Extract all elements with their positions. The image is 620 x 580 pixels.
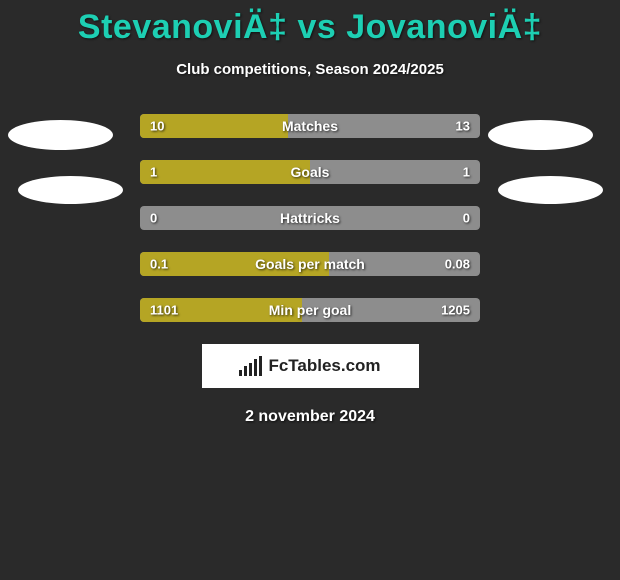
- value-right: 13: [456, 119, 470, 134]
- stat-row: 0 0 Hattricks: [140, 206, 480, 230]
- value-right: 1: [463, 165, 470, 180]
- bar-segment-left: [140, 160, 310, 184]
- fctables-logo: FcTables.com: [202, 344, 419, 388]
- page-title: StevanoviÄ‡ vs JovanoviÄ‡: [0, 0, 620, 47]
- value-left: 0.1: [150, 257, 168, 272]
- stat-row: 10 13 Matches: [140, 114, 480, 138]
- value-left: 10: [150, 119, 164, 134]
- stat-row: 1101 1205 Min per goal: [140, 298, 480, 322]
- subtitle: Club competitions, Season 2024/2025: [0, 61, 620, 78]
- stat-row: 1 1 Goals: [140, 160, 480, 184]
- value-left: 1: [150, 165, 157, 180]
- stat-label: Min per goal: [269, 302, 351, 318]
- date-label: 2 november 2024: [0, 408, 620, 426]
- value-right: 0.08: [445, 257, 470, 272]
- player-photo-placeholder: [8, 120, 113, 150]
- value-right: 0: [463, 211, 470, 226]
- stat-row: 0.1 0.08 Goals per match: [140, 252, 480, 276]
- stat-label: Goals: [291, 164, 330, 180]
- stat-label: Matches: [282, 118, 338, 134]
- value-left: 0: [150, 211, 157, 226]
- value-left: 1101: [150, 303, 178, 318]
- bar-chart-icon: [239, 356, 262, 376]
- logo-text: FcTables.com: [268, 356, 380, 376]
- stat-label: Goals per match: [255, 256, 365, 272]
- player-photo-placeholder: [18, 176, 123, 204]
- player-photo-placeholder: [488, 120, 593, 150]
- value-right: 1205: [441, 303, 470, 318]
- stat-label: Hattricks: [280, 210, 340, 226]
- player-photo-placeholder: [498, 176, 603, 204]
- bars-container: 10 13 Matches 1 1 Goals 0 0 Hattricks 0.1 0.08 Goal…: [140, 114, 480, 322]
